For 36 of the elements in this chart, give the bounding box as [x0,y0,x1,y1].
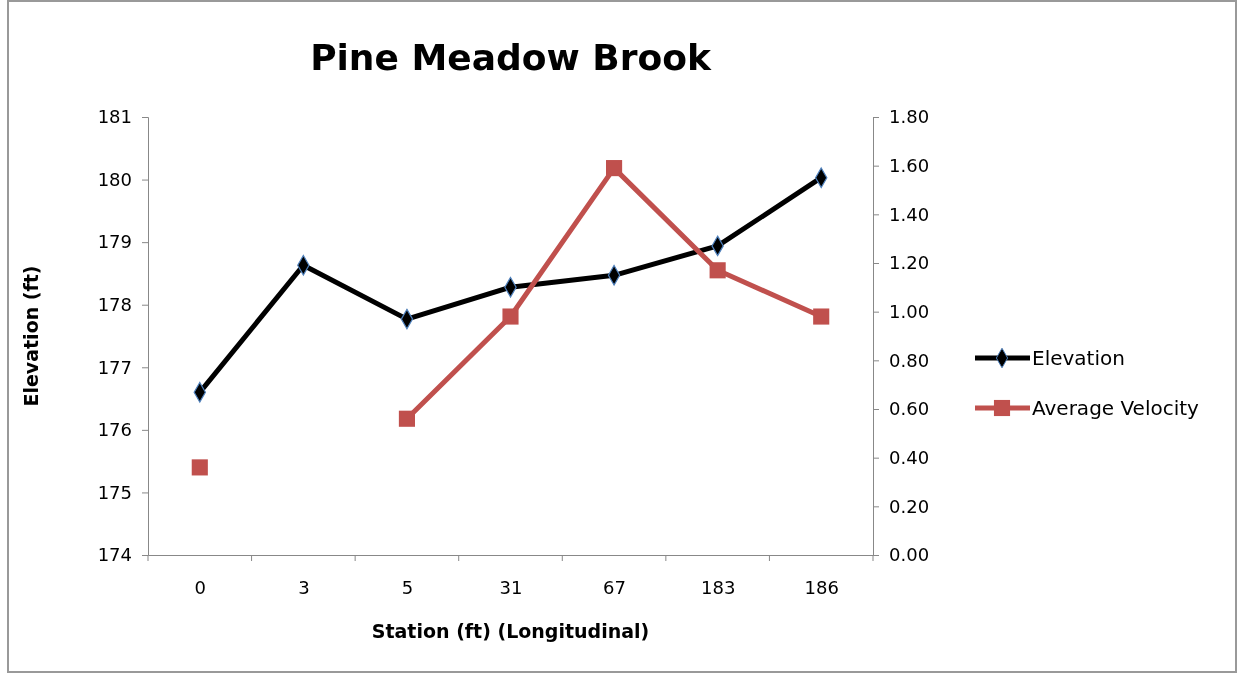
x-tick-label: 0 [194,576,207,598]
y2-tick-label: 0.60 [889,398,930,420]
y2-tick-label: 1.40 [889,203,930,225]
y-tick-label: 178 [97,293,132,315]
legend-label: Elevation [1032,346,1125,370]
y-tick-label: 181 [97,106,132,128]
y-tick-label: 179 [97,231,132,253]
point [709,262,726,279]
x-axis-title: Station (ft) (Longitudinal) [371,620,650,642]
point [606,160,623,177]
y2-tick-label: 0.40 [889,446,930,468]
y2-tick-label: 0.00 [889,544,930,566]
y2-tick-label: 1.20 [889,252,930,274]
chart-title: Pine Meadow Brook [310,37,712,78]
point [191,459,208,476]
y2-tick-label: 1.60 [889,154,930,176]
y-tick-label: 176 [97,419,132,441]
x-tick-label: 186 [804,576,839,598]
x-tick-label: 183 [700,576,736,598]
x-tick-label: 3 [298,576,310,598]
y2-tick-label: 1.00 [889,300,930,322]
y-tick-label: 180 [97,168,132,190]
x-tick-label: 31 [499,576,523,598]
y-tick-label: 177 [97,356,132,378]
x-tick-label: 5 [401,576,414,598]
y-tick-label: 175 [97,481,132,503]
y-tick-label: 174 [97,544,132,566]
legend-label: Average Velocity [1032,396,1200,420]
y2-tick-label: 0.80 [889,349,930,371]
point [813,308,830,325]
point [398,410,415,427]
y-axis-title: Elevation (ft) [20,265,42,407]
y2-tick-label: 0.20 [889,495,930,517]
point [502,308,519,325]
y2-tick-label: 1.80 [889,106,930,128]
x-tick-label: 67 [603,576,627,598]
